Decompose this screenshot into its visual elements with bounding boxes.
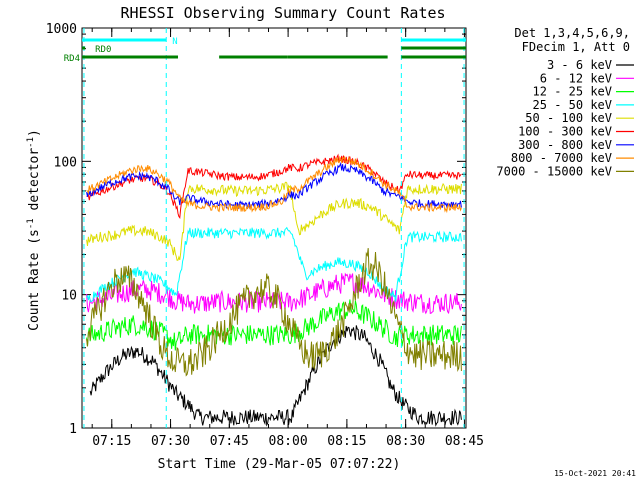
flag-bar-label: N <box>172 37 177 47</box>
series-line <box>86 248 462 377</box>
x-tick-label: 07:30 <box>151 434 190 449</box>
legend-entry-label: 12 - 25 keV <box>533 85 612 99</box>
y-tick-label: 1 <box>69 422 77 437</box>
x-tick-label: 08:30 <box>386 434 425 449</box>
x-tick-label: 07:45 <box>210 434 249 449</box>
y-axis-label: Count Rate (s-1 detector-1) <box>26 129 42 331</box>
legend-entry-label: 6 - 12 keV <box>540 71 612 85</box>
legend-entry-label: 800 - 7000 keV <box>511 151 612 165</box>
x-axis-label: Start Time (29-Mar-05 07:07:22) <box>158 457 401 472</box>
legend-entry-label: 7000 - 15000 keV <box>496 164 612 178</box>
legend-entry-label: 300 - 800 keV <box>518 138 612 152</box>
x-tick-label: 08:45 <box>445 434 484 449</box>
series-line <box>86 181 462 261</box>
legend-entry-label: 3 - 6 keV <box>547 58 612 72</box>
series-line <box>86 299 462 351</box>
x-tick-label: 08:15 <box>327 434 366 449</box>
timestamp: 15-Oct-2021 20:41 <box>554 469 636 478</box>
series-line <box>86 155 462 214</box>
series-line <box>89 325 462 427</box>
legend-entry-label: 25 - 50 keV <box>533 98 612 112</box>
legend-entry-label: 100 - 300 keV <box>518 125 612 139</box>
legend-header-2: FDecim 1, Att 0 <box>522 40 630 54</box>
series-line <box>86 226 462 303</box>
flag-bar-label: RD4 <box>64 54 80 64</box>
y-axis-label-sup1: -1 <box>26 218 36 229</box>
y-tick-label: 10 <box>61 289 77 304</box>
flag-bar-label: RD0 <box>95 45 111 55</box>
chart-title: RHESSI Observing Summary Count Rates <box>120 4 445 22</box>
x-tick-label: 08:00 <box>269 434 308 449</box>
y-tick-label: 100 <box>54 155 77 170</box>
legend-header-1: Det 1,3,4,5,6,9, <box>514 26 630 40</box>
y-axis-label-sup2: -1 <box>26 137 36 148</box>
series-line <box>86 153 462 220</box>
x-tick-label: 07:15 <box>92 434 131 449</box>
y-tick-label: 1000 <box>46 22 77 37</box>
legend-entry-label: 50 - 100 keV <box>525 111 612 125</box>
plot-frame <box>81 27 467 429</box>
